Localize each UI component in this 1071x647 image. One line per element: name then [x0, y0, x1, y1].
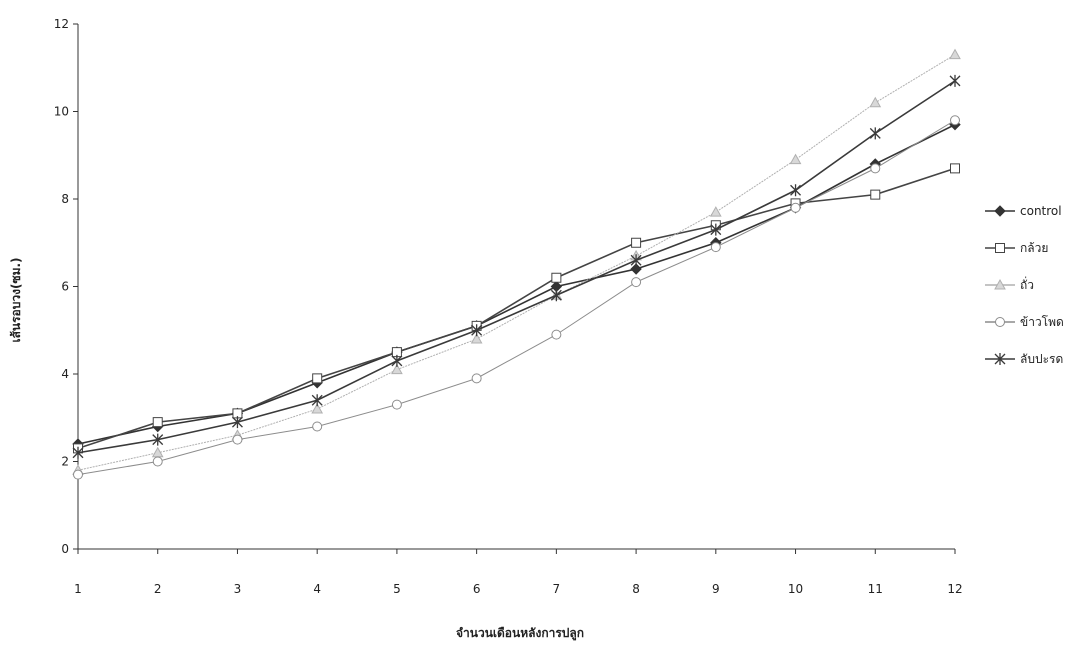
data-point: [471, 373, 482, 384]
x-tick-label: 5: [393, 582, 401, 596]
legend-label: control: [1020, 204, 1062, 218]
data-point: [391, 399, 402, 410]
series-line: [77, 119, 956, 476]
data-point: [631, 237, 642, 248]
data-point: [870, 163, 881, 174]
x-tick-label: 9: [712, 582, 720, 596]
data-point: [312, 373, 323, 384]
x-tick-label: 10: [788, 582, 803, 596]
series-4: [73, 115, 960, 480]
data-point: [710, 242, 721, 253]
legend-marker: [994, 278, 1006, 290]
y-tick-label: 10: [54, 105, 69, 119]
data-point: [311, 402, 324, 414]
data-point: [949, 48, 961, 60]
legend-label: ข้าวโพด: [1020, 315, 1064, 329]
series-line: [77, 123, 956, 445]
y-ticks: 0 2 4 6 8 10 12: [54, 17, 78, 556]
legend-marker: [995, 243, 1005, 253]
data-point: [152, 417, 163, 428]
y-tick-label: 6: [61, 280, 69, 294]
legend-item: กล้วย: [985, 241, 1048, 255]
x-axis-title: จำนวนเดือนหลังการปลูก: [456, 626, 584, 641]
legend-item: control: [985, 204, 1062, 218]
data-point: [391, 354, 403, 367]
y-tick-label: 2: [61, 455, 69, 469]
data-point: [551, 272, 562, 283]
data-point: [152, 456, 163, 467]
data-point: [391, 363, 403, 375]
series-1: [72, 118, 961, 450]
legend-item: ถั่ว: [985, 276, 1034, 292]
y-axis-title: เส้นรอบวง(ซม.): [9, 257, 23, 342]
series-line: [77, 167, 956, 450]
y-tick-label: 0: [61, 542, 69, 556]
data-point: [312, 421, 323, 432]
data-point: [630, 254, 642, 267]
data-point: [790, 202, 801, 213]
series-line: [77, 80, 956, 454]
data-point: [72, 446, 84, 459]
y-tick-label: 4: [61, 367, 69, 381]
legend-label: ถั่ว: [1020, 276, 1034, 292]
data-point: [152, 433, 164, 446]
data-point: [710, 223, 722, 236]
series-layer: [72, 48, 961, 480]
data-point: [950, 115, 960, 126]
series-5: [72, 74, 961, 459]
series-line: [77, 54, 956, 471]
data-point: [789, 153, 802, 165]
y-tick-label: 8: [61, 192, 69, 206]
x-tick-label: 7: [553, 582, 561, 596]
data-point: [231, 416, 243, 429]
data-point: [470, 332, 483, 344]
x-tick-label: 12: [947, 582, 962, 596]
legend-item: ลับปะรด: [985, 352, 1063, 366]
x-ticks: 1 2 3 4 5 6 7 8 9 10 11 12: [74, 549, 963, 596]
data-point: [950, 163, 960, 174]
x-tick-label: 3: [234, 582, 242, 596]
data-point: [550, 289, 562, 302]
legend-label: ลับปะรด: [1020, 352, 1063, 366]
x-tick-label: 2: [154, 582, 162, 596]
data-point: [311, 394, 323, 407]
y-tick-label: 12: [54, 17, 69, 31]
legend-marker: [995, 317, 1005, 327]
data-point: [73, 469, 83, 480]
data-point: [790, 184, 802, 197]
data-point: [631, 277, 642, 288]
data-point: [630, 263, 642, 275]
legend-marker: [994, 353, 1006, 365]
legend-item: ข้าวโพด: [985, 315, 1064, 329]
data-point: [551, 329, 562, 340]
legend-label: กล้วย: [1020, 241, 1048, 255]
x-tick-label: 1: [74, 582, 82, 596]
series-2: [73, 163, 960, 454]
data-point: [709, 206, 722, 217]
data-point: [869, 96, 882, 108]
chart-axes: [77, 24, 955, 550]
x-tick-label: 11: [868, 582, 883, 596]
data-point: [232, 434, 243, 445]
data-point: [869, 127, 881, 140]
x-tick-label: 6: [473, 582, 481, 596]
x-tick-label: 4: [313, 582, 321, 596]
data-point: [471, 324, 483, 337]
x-tick-label: 8: [632, 582, 640, 596]
data-point: [870, 189, 881, 200]
data-point: [949, 74, 961, 87]
legend-marker: [994, 205, 1006, 217]
series-3: [72, 48, 961, 475]
